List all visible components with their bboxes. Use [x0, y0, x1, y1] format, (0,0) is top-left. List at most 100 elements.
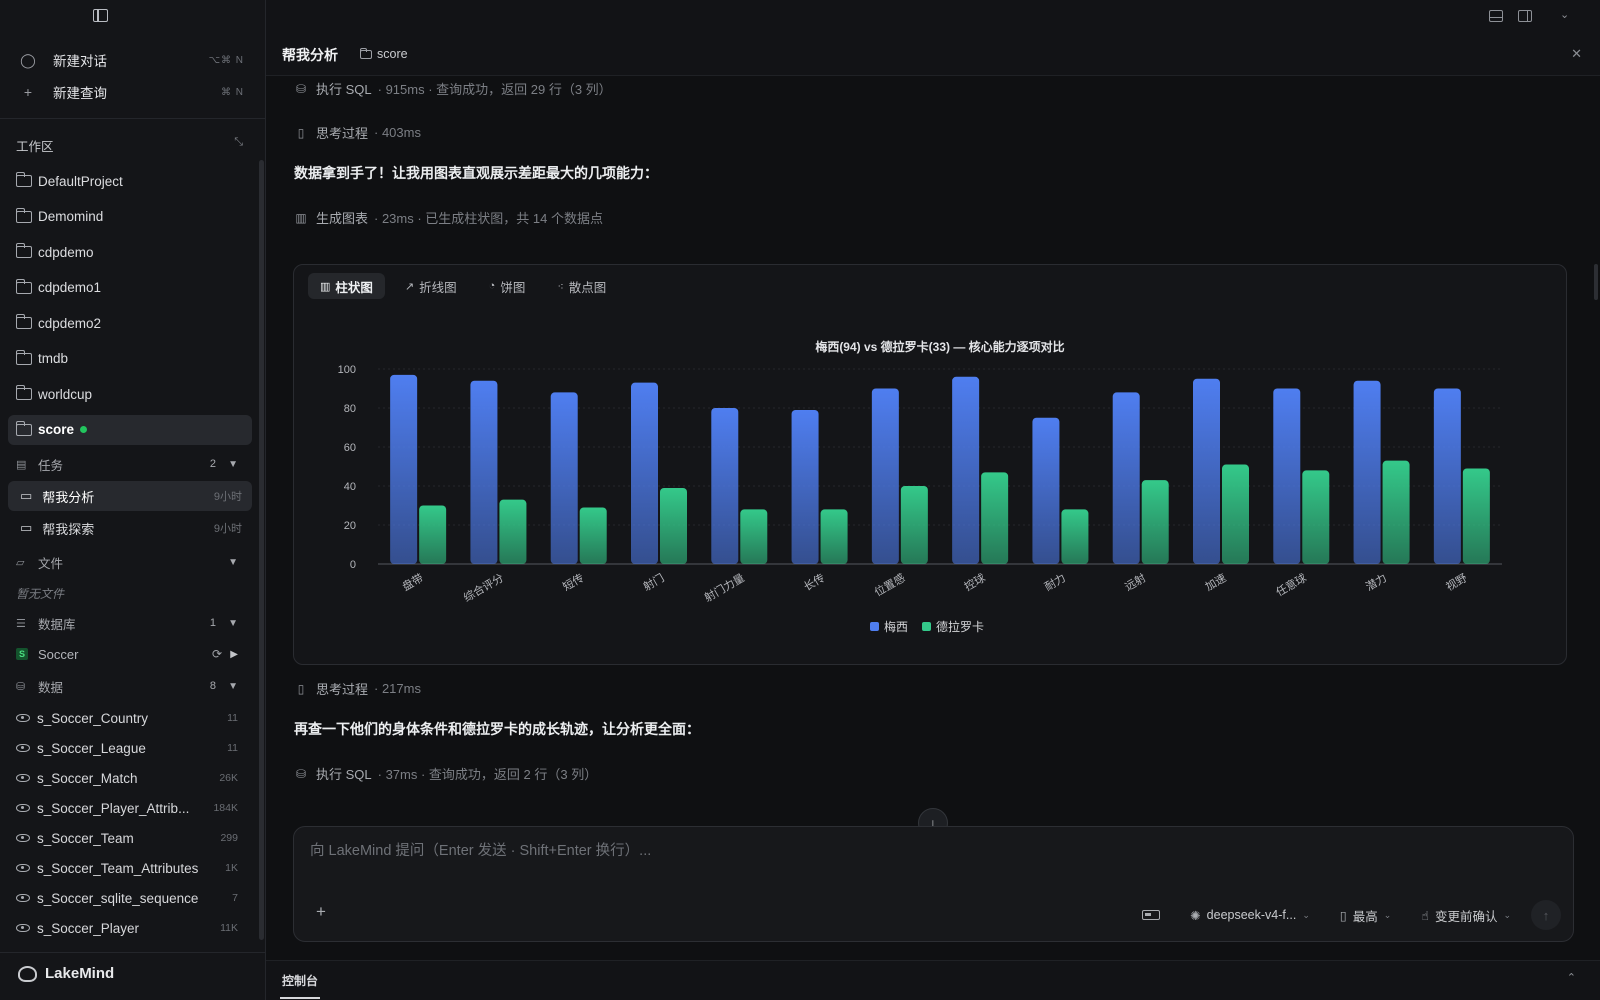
project-item[interactable]: score: [8, 414, 252, 445]
main-scrollbar[interactable]: [1594, 264, 1598, 300]
bar-chart: 梅西(94) vs 德拉罗卡(33) — 核心能力逐项对比 0 20 40 60 80 10…: [338, 339, 1502, 634]
x-tick-label: 盘带: [400, 570, 426, 593]
chevron-down-icon[interactable]: ⌄: [1560, 9, 1570, 21]
chevron-down-icon: ▼: [228, 680, 238, 692]
project-item[interactable]: Demomind: [8, 202, 252, 232]
thinking-step-1[interactable]: ▯ 思考过程 · 403ms: [294, 123, 421, 142]
legend-label: 梅西: [884, 619, 908, 634]
eye-icon[interactable]: [16, 714, 30, 722]
confirm-mode-select[interactable]: ☝ 变更前确认 ⌄: [1411, 902, 1521, 928]
task-item-analyze[interactable]: ▭ 帮我分析 9小时: [8, 481, 252, 511]
workspace-title: 工作区: [16, 140, 54, 154]
eye-icon[interactable]: [16, 924, 30, 932]
collapse-icon[interactable]: ⤡: [234, 136, 243, 148]
tasks-section[interactable]: ▤ 任务 2 ▼: [16, 453, 246, 475]
console-tab[interactable]: 控制台: [282, 974, 319, 988]
table-item[interactable]: s_Soccer_Team 299: [16, 826, 246, 850]
new-chat-button[interactable]: ◯ 新建对话 ⌥⌘ N: [0, 45, 266, 75]
task-item-explore[interactable]: ▭ 帮我探索 9小时: [8, 513, 252, 543]
data-section[interactable]: ⛁ 数据 8 ▼: [16, 675, 246, 697]
database-item-soccer[interactable]: S Soccer ⟳ ▶: [16, 643, 246, 665]
project-item[interactable]: worldcup: [8, 379, 252, 409]
x-tick-label: 射门: [640, 570, 666, 593]
task-time: 9小时: [213, 523, 242, 535]
project-label: worldcup: [38, 386, 93, 402]
chart-step[interactable]: ▥ 生成图表 · 23ms · 已生成柱状图，共 14 个数据点: [294, 208, 603, 227]
line-chart-icon: ↗: [404, 280, 415, 293]
table-item[interactable]: s_Soccer_Player 11K: [16, 916, 246, 940]
project-item[interactable]: cdpdemo: [8, 237, 252, 267]
sql-step-2[interactable]: ⛁ 执行 SQL · 37ms · 查询成功，返回 2 行（3 列）: [294, 764, 597, 783]
bar-messi: [952, 376, 980, 564]
scatter-chart-icon: ⁖: [557, 280, 564, 293]
step-name: 思考过程: [316, 682, 369, 697]
lakemind-logo-icon: [18, 965, 37, 982]
new-chat-label: 新建对话: [53, 54, 107, 69]
files-section[interactable]: ▱ 文件 ▼: [16, 551, 246, 573]
y-tick-label: 80: [344, 403, 356, 415]
table-item[interactable]: s_Soccer_sqlite_sequence 7: [16, 886, 246, 910]
table-row-count: 11: [227, 712, 238, 724]
attach-plus-button[interactable]: +: [316, 902, 326, 921]
tab-scatter-chart[interactable]: ⁖ 散点图: [545, 273, 618, 299]
chevron-down-icon: ▼: [228, 556, 238, 568]
chart-card: 梅西(94) vs 德拉罗卡(33) — 核心能力逐项对比 0 20 40 60 80 10…: [293, 264, 1567, 665]
project-item[interactable]: tmdb: [8, 344, 252, 374]
send-button[interactable]: ↑: [1531, 900, 1561, 930]
project-label: score: [38, 422, 75, 437]
table-name: s_Soccer_Player: [37, 920, 140, 936]
right-panel-toggle-icon[interactable]: [1518, 10, 1532, 22]
table-name: s_Soccer_Country: [37, 710, 149, 726]
eye-icon[interactable]: [16, 744, 30, 752]
folder-icon: [15, 385, 32, 400]
chevron-down-icon: ⌄: [1383, 909, 1392, 920]
bottom-panel-toggle-icon[interactable]: [1489, 10, 1503, 22]
eye-icon[interactable]: [16, 804, 30, 812]
model-select[interactable]: ✺ deepseek-v4-f... ⌄: [1180, 902, 1320, 928]
project-item[interactable]: cdpdemo1: [8, 273, 252, 303]
table-name: s_Soccer_Team: [37, 830, 134, 846]
refresh-icon[interactable]: ⟳: [211, 647, 222, 661]
chevron-down-icon: ▼: [228, 458, 238, 470]
eye-icon[interactable]: [16, 864, 30, 872]
bar-delaroca: [419, 505, 447, 564]
conversation-header: 帮我分析 score ✕: [266, 34, 1600, 76]
tab-pie-chart[interactable]: ◔ 饼图: [477, 273, 538, 299]
sidebar-scrollbar[interactable]: [259, 160, 264, 940]
x-tick-label: 控球: [962, 570, 988, 593]
sidebar-toggle-icon[interactable]: [93, 9, 108, 22]
project-item[interactable]: DefaultProject: [8, 166, 252, 196]
project-item[interactable]: cdpdemo2: [8, 308, 252, 338]
bar-delaroca: [1141, 480, 1169, 564]
chevron-down-icon: ⌄: [1302, 909, 1310, 920]
table-item[interactable]: s_Soccer_Team_Attributes 1K: [16, 856, 246, 880]
task-label: 帮我探索: [42, 521, 95, 537]
tab-label: 柱状图: [335, 280, 373, 295]
conversation-title: 帮我分析: [282, 47, 338, 63]
table-item[interactable]: s_Soccer_Player_Attrib... 184K: [16, 796, 246, 820]
table-item[interactable]: s_Soccer_Country 11: [16, 706, 246, 730]
expand-arrow-icon[interactable]: ▶: [230, 648, 238, 660]
database-section[interactable]: ☰ 数据库 1 ▼: [16, 612, 246, 634]
prompt-input[interactable]: [310, 839, 1550, 879]
project-tag[interactable]: score: [352, 43, 416, 65]
new-query-button[interactable]: + 新建查询 ⌘ N: [0, 77, 266, 107]
bar-delaroca: [900, 486, 928, 564]
effort-select[interactable]: ▯ 最高 ⌄: [1330, 902, 1401, 928]
chevron-up-icon[interactable]: ⌃: [1566, 972, 1576, 984]
eye-icon[interactable]: [16, 774, 30, 782]
step-name: 执行 SQL: [316, 767, 372, 782]
tab-line-chart[interactable]: ↗ 折线图: [393, 273, 469, 299]
thinking-step-2[interactable]: ▯ 思考过程 · 217ms: [294, 679, 421, 698]
bar-delaroca: [981, 472, 1009, 564]
context-usage-button[interactable]: [1132, 902, 1170, 928]
eye-icon[interactable]: [16, 834, 30, 842]
eye-icon[interactable]: [16, 894, 30, 902]
table-item[interactable]: s_Soccer_Match 26K: [16, 766, 246, 790]
table-item[interactable]: s_Soccer_League 11: [16, 736, 246, 760]
close-icon[interactable]: ✕: [1571, 46, 1582, 61]
data-label: 数据: [38, 680, 64, 695]
tab-bar-chart[interactable]: ▥ 柱状图: [308, 273, 385, 299]
message-icon: ▭: [20, 488, 33, 503]
sql-step-1[interactable]: ⛁ 执行 SQL · 915ms · 查询成功，返回 29 行（3 列）: [294, 79, 612, 98]
